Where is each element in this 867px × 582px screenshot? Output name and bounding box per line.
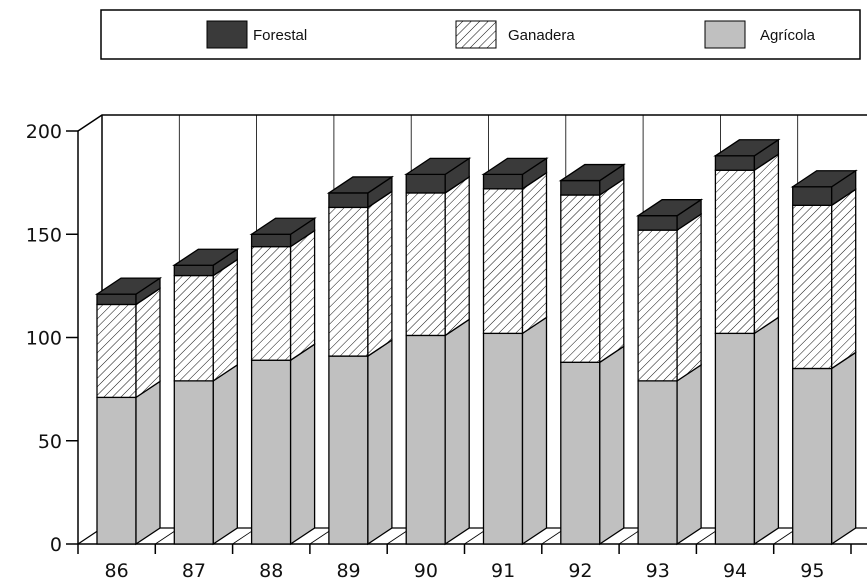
back-wall-top-edge [77, 114, 867, 132]
bar-95-ganadera-side [831, 188, 857, 370]
bar-95-agrícola-front [792, 367, 833, 545]
bar-92-forestal-front [560, 179, 601, 196]
legend-swatch-ganadera [455, 20, 497, 49]
bar-94-agrícola-front [714, 332, 756, 545]
legend-label-forestal: Forestal [253, 27, 307, 44]
x-tick-label: 87 [182, 560, 206, 582]
bar-89-agrícola-front [328, 355, 369, 545]
bar-89-ganadera-front [328, 206, 369, 357]
bar-86-agrícola-side [135, 380, 161, 546]
bar-91-agrícola-front [482, 332, 524, 545]
bar-90-forestal-front [405, 173, 446, 194]
bar-86-top [94, 277, 163, 295]
y-tick-label: 100 [26, 328, 62, 350]
y-tick-label: 50 [38, 431, 62, 453]
y-tick-label: 200 [26, 121, 62, 143]
x-tick-label: 93 [646, 560, 670, 582]
bar-90-agrícola-side [444, 318, 470, 546]
bar-93-top [635, 199, 704, 217]
bar-87-ganadera-front [173, 274, 214, 382]
bar-89-agrícola-side [367, 338, 393, 546]
bar-91-ganadera-front [482, 188, 524, 335]
bar-87-forestal-front [173, 264, 214, 277]
legend-item-forestal: Forestal [206, 20, 307, 49]
bar-88-agrícola-side [289, 343, 316, 546]
x-tick-label: 92 [568, 560, 592, 582]
bar-88-agrícola-front [250, 359, 292, 545]
legend-item-ganadera: Ganadera [455, 20, 575, 49]
bar-87-agrícola-side [212, 363, 238, 546]
bar-94-ganadera-front [714, 169, 756, 335]
bar-95-ganadera-front [792, 204, 833, 370]
bar-92-agrícola-side [599, 345, 625, 546]
legend-swatch-agricola [704, 20, 746, 49]
bar-87-agrícola-front [173, 380, 214, 545]
bar-90-agrícola-front [405, 334, 446, 545]
bar-86-agrícola-front [96, 396, 137, 545]
bar-95-forestal-front [792, 186, 833, 206]
bar-87-ganadera-side [212, 258, 238, 383]
bar-89-top [326, 176, 395, 194]
bar-93-forestal-front [637, 215, 678, 231]
bar-92-ganadera-side [599, 177, 625, 364]
bar-95-agrícola-side [831, 351, 857, 546]
y-tick-label: 150 [26, 224, 62, 246]
legend-item-agricola: Agrícola [704, 20, 816, 49]
bar-93-ganadera-side [676, 212, 702, 383]
x-tick-label: 90 [414, 560, 438, 582]
bar-88-ganadera-front [250, 245, 292, 361]
bar-88-forestal-front [250, 233, 292, 248]
y-tick-label: 0 [50, 534, 62, 556]
bars [94, 138, 858, 546]
bar-94-forestal-front [714, 155, 756, 171]
bar-91-forestal-front [482, 173, 524, 190]
legend: Forestal Ganadera Agrícola [100, 9, 861, 60]
x-tick-label: 86 [105, 560, 129, 582]
x-tick-label: 95 [800, 560, 824, 582]
bar-90-top [404, 157, 472, 176]
bar-93-agrícola-front [637, 380, 678, 545]
x-tick-label: 91 [491, 560, 515, 582]
bar-94-ganadera-side [753, 153, 780, 335]
y-tick-labels: 0 50 100 150 200 [26, 121, 62, 556]
x-tick-labels: 86 87 88 89 90 91 92 93 94 95 [105, 560, 825, 582]
bar-92-ganadera-front [560, 194, 601, 363]
bar-88-ganadera-side [289, 229, 316, 362]
bar-92-top [558, 163, 626, 182]
bar-93-agrícola-side [676, 363, 702, 546]
bar-86-ganadera-front [96, 303, 137, 399]
bar-91-ganadera-side [521, 171, 548, 335]
bar-87-top [172, 248, 240, 266]
bar-91-agrícola-side [521, 316, 548, 546]
legend-label-ganadera: Ganadera [508, 27, 575, 44]
bar-86-forestal-front [96, 293, 137, 306]
bar-93-ganadera-front [637, 229, 678, 382]
bar-89-forestal-front [328, 192, 369, 209]
bar-88-top [249, 217, 317, 235]
bar-90-ganadera-front [405, 192, 446, 337]
x-tick-label: 88 [259, 560, 283, 582]
bar-92-agrícola-front [560, 361, 601, 545]
bar-94-top [713, 139, 781, 157]
bar-91-top [481, 157, 549, 176]
bar-95-top [790, 170, 858, 188]
legend-swatch-forestal [206, 20, 248, 49]
legend-label-agricola: Agrícola [760, 27, 816, 44]
x-tick-label: 94 [723, 560, 747, 582]
x-tick-label: 89 [336, 560, 360, 582]
bar-86-ganadera-side [135, 287, 161, 399]
bar-94-agrícola-side [753, 316, 780, 546]
bar-89-ganadera-side [367, 190, 393, 358]
bar-90-ganadera-side [444, 175, 470, 337]
